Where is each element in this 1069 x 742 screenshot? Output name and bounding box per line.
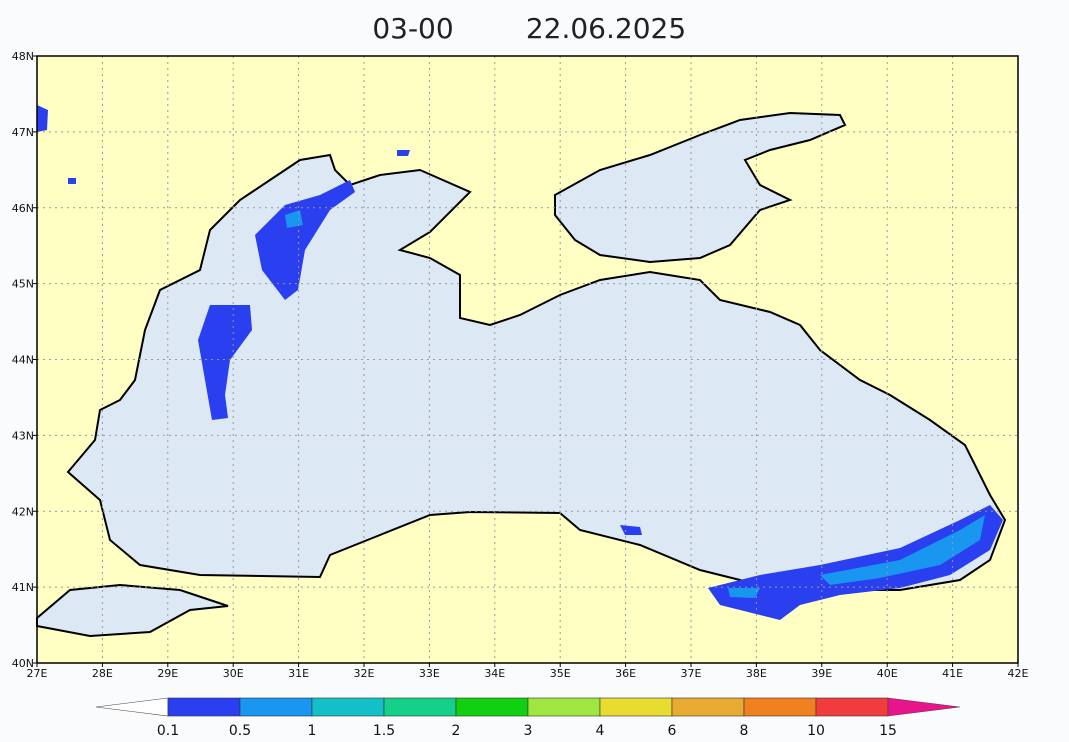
lat-label: 43N: [12, 429, 34, 442]
lon-label: 27E: [27, 667, 48, 680]
precip: [37, 105, 1003, 620]
lon-label: 30E: [223, 667, 244, 680]
colorbar-segment: [167, 697, 241, 717]
colorbar-segment: [743, 697, 817, 717]
colorbar-label: 15: [879, 723, 897, 739]
lon-label: 36E: [615, 667, 636, 680]
precip-medium: [285, 210, 985, 598]
title-time: 03-00: [372, 12, 453, 45]
colorbar-label: 6: [668, 723, 677, 739]
lat-label: 44N: [12, 354, 34, 367]
colorbar-label: 0.5: [229, 723, 251, 739]
precip-area: [255, 180, 355, 300]
colorbar-segment: [455, 697, 529, 717]
lon-label: 37E: [681, 667, 702, 680]
colorbar-label: 0.1: [157, 723, 179, 739]
title-date: 22.06.2025: [526, 12, 686, 45]
precip-area: [198, 305, 252, 420]
colorbar-label: 1.5: [373, 723, 395, 739]
colorbar-label: 3: [524, 723, 533, 739]
colorbar-segment: [671, 697, 745, 717]
lon-label: 28E: [92, 667, 113, 680]
colorbar-label: 4: [596, 723, 605, 739]
colorbar-label: 8: [740, 723, 749, 739]
precip-area: [397, 150, 410, 156]
lon-label: 41E: [942, 667, 963, 680]
colorbar-label: 1: [308, 723, 317, 739]
lon-label: 39E: [811, 667, 832, 680]
lat-label: 46N: [12, 202, 34, 215]
sea-of-marmara: [36, 583, 229, 638]
lon-label: 32E: [354, 667, 375, 680]
lon-label: 42E: [1008, 667, 1029, 680]
colorbar-segment: [815, 697, 889, 717]
lon-label: 31E: [288, 667, 309, 680]
colorbar-segment: [239, 697, 313, 717]
lat-label: 47N: [12, 126, 34, 139]
colorbar-label: 10: [807, 723, 825, 739]
precip-area: [620, 525, 642, 535]
colorbar-segment: [527, 697, 601, 717]
lat-label: 40N: [12, 657, 34, 670]
sea-of-azov: [554, 111, 847, 264]
lat-label: 48N: [12, 50, 34, 63]
precip-area: [285, 210, 303, 228]
lon-label: 34E: [484, 667, 505, 680]
precip-area: [68, 178, 76, 184]
lat-label: 41N: [12, 581, 34, 594]
colorbar: 0.1 0.5 1 1.5 2 3 4 6 8 10 15: [95, 697, 961, 739]
colorbar-label: 2: [452, 723, 461, 739]
lon-label: 38E: [746, 667, 767, 680]
colorbar-low: [95, 697, 169, 717]
colorbar-high: [887, 697, 961, 717]
lon-label: 29E: [157, 667, 178, 680]
lat-label: 45N: [12, 278, 34, 291]
precip-area: [820, 515, 985, 585]
precip-area: [37, 105, 48, 132]
lat-label: 42N: [12, 505, 34, 518]
colorbar-segment: [383, 697, 457, 717]
precip-area: [728, 588, 760, 598]
colorbar-segment: [311, 697, 385, 717]
colorbar-segment: [599, 697, 673, 717]
precip-area: [708, 505, 1003, 620]
lon-label: 35E: [550, 667, 571, 680]
lon-label: 33E: [419, 667, 440, 680]
graticule: [37, 56, 1018, 663]
lon-label: 40E: [877, 667, 898, 680]
